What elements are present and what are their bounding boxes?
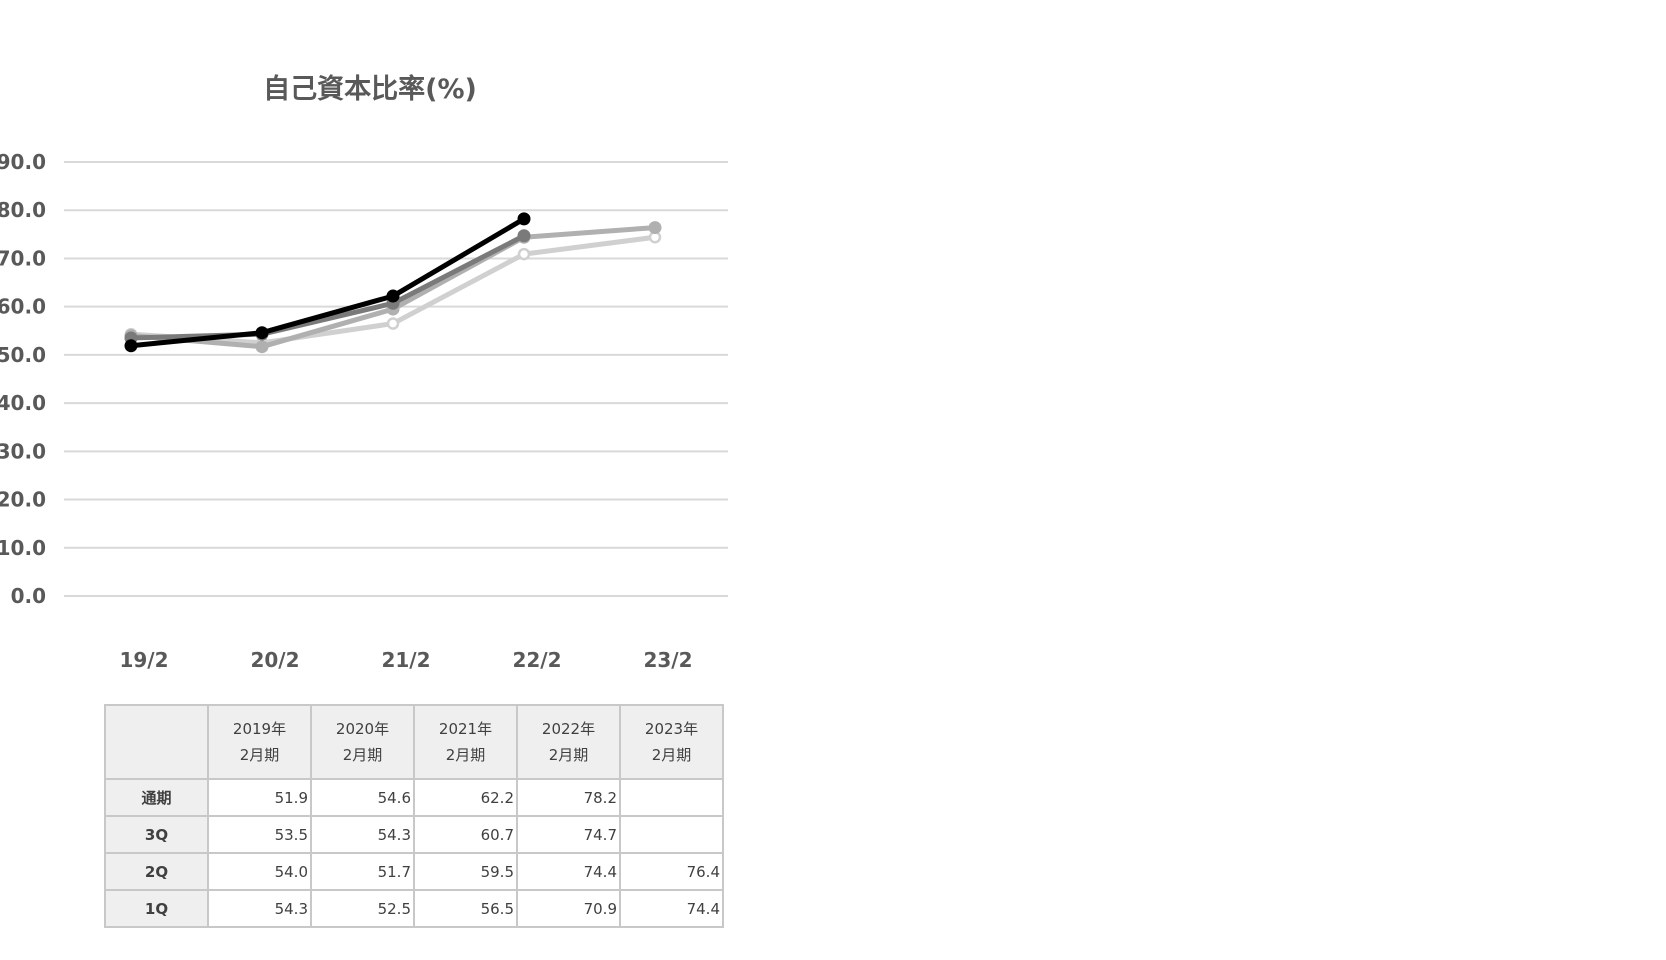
- table-cell: 59.5: [413, 852, 518, 891]
- series-2Q: [124, 221, 662, 354]
- column-header: 2020年 2月期: [310, 704, 415, 780]
- data-point: [255, 340, 269, 354]
- column-header: 2023年 2月期: [619, 704, 724, 780]
- table-header-row: 2019年 2月期 2020年 2月期 2021年 2月期 2022年 2月期 2023…: [104, 704, 724, 780]
- series-通期: [124, 212, 531, 353]
- y-tick-label: 0.0: [11, 584, 46, 608]
- y-tick-label: 10.0: [0, 536, 46, 560]
- chart-title: 自己資本比率(%): [263, 73, 477, 105]
- x-tick-label: 19/2: [119, 648, 168, 672]
- y-tick-label: 90.0: [0, 150, 46, 174]
- table-cell: 74.4: [619, 889, 724, 928]
- table-cell: 51.7: [310, 852, 415, 891]
- series-line: [128, 216, 527, 349]
- table-cell: 76.4: [619, 852, 724, 891]
- data-point: [255, 326, 269, 340]
- series-line: [128, 233, 527, 341]
- table-cell: 54.3: [207, 889, 312, 928]
- data-point: [386, 289, 400, 303]
- table-corner-cell: [104, 704, 209, 780]
- data-point: [517, 247, 531, 261]
- table-cell: [619, 778, 724, 817]
- y-tick-label: 30.0: [0, 439, 46, 463]
- column-header: 2022年 2月期: [516, 704, 621, 780]
- data-table: 2019年 2月期 2020年 2月期 2021年 2月期 2022年 2月期 2023…: [104, 704, 724, 928]
- series-lines: [124, 212, 662, 354]
- gridlines: [64, 161, 728, 597]
- table-row: 通期 51.9 54.6 62.2 78.2: [104, 778, 724, 817]
- x-tick-label: 23/2: [643, 648, 692, 672]
- table-cell: 56.5: [413, 889, 518, 928]
- table-row: 3Q 53.5 54.3 60.7 74.7: [104, 815, 724, 854]
- y-tick-label: 80.0: [0, 198, 46, 222]
- table-cell: 54.0: [207, 852, 312, 891]
- x-axis: 19/2 20/2 21/2 22/2 23/2: [119, 648, 692, 672]
- equity-ratio-chart: 自己資本比率(%) 0.0 10.0 20.0 30.0 40.0 50.0 60.0 70.…: [0, 73, 728, 672]
- y-tick-label: 40.0: [0, 391, 46, 415]
- x-tick-label: 22/2: [512, 648, 561, 672]
- table-cell: 62.2: [413, 778, 518, 817]
- table-row: 1Q 54.3 52.5 56.5 70.9 74.4: [104, 889, 724, 928]
- table-cell: 70.9: [516, 889, 621, 928]
- column-header: 2019年 2月期: [207, 704, 312, 780]
- y-tick-label: 70.0: [0, 246, 46, 270]
- data-point: [124, 339, 138, 353]
- row-label: 1Q: [104, 889, 209, 928]
- table-cell: 53.5: [207, 815, 312, 854]
- x-tick-label: 21/2: [381, 648, 430, 672]
- data-point: [648, 221, 662, 235]
- row-label: 3Q: [104, 815, 209, 854]
- table-cell: [619, 815, 724, 854]
- y-tick-label: 60.0: [0, 295, 46, 319]
- data-point: [517, 212, 531, 226]
- row-label: 通期: [104, 778, 209, 817]
- table-cell: 78.2: [516, 778, 621, 817]
- table-cell: 54.6: [310, 778, 415, 817]
- x-tick-label: 20/2: [250, 648, 299, 672]
- y-tick-label: 20.0: [0, 488, 46, 512]
- data-point: [386, 317, 400, 330]
- table-cell: 54.3: [310, 815, 415, 854]
- y-axis: 0.0 10.0 20.0 30.0 40.0 50.0 60.0 70.0 80.0 90.0: [0, 150, 46, 608]
- column-header: 2021年 2月期: [413, 704, 518, 780]
- table-row: 2Q 54.0 51.7 59.5 74.4 76.4: [104, 852, 724, 891]
- table-cell: 60.7: [413, 815, 518, 854]
- table-cell: 52.5: [310, 889, 415, 928]
- table-cell: 74.4: [516, 852, 621, 891]
- data-point: [517, 229, 531, 243]
- row-label: 2Q: [104, 852, 209, 891]
- y-tick-label: 50.0: [0, 343, 46, 367]
- table-cell: 74.7: [516, 815, 621, 854]
- table-cell: 51.9: [207, 778, 312, 817]
